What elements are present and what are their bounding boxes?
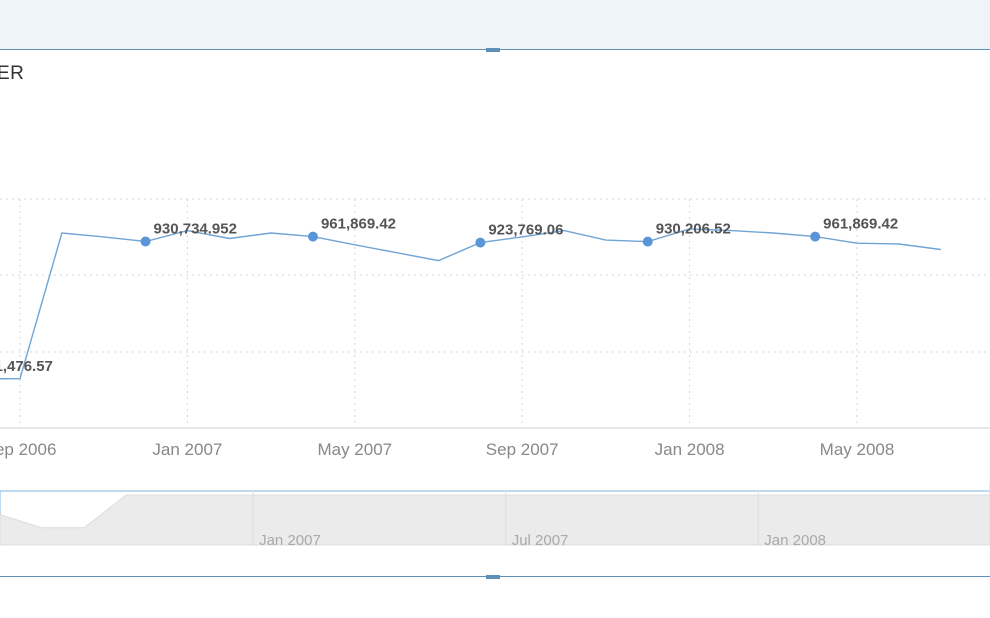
- navigator-area: [0, 481, 990, 546]
- x-tick-label: Sep 2006: [0, 440, 56, 459]
- data-label: 930,206.52: [656, 221, 731, 238]
- grid-lines: [0, 198, 990, 428]
- series-markers: [140, 231, 821, 248]
- data-labels: 61,476.57 930,734.952 961,869.42 923,769.06…: [0, 216, 898, 375]
- navigator-tick-label: Jul 2007: [512, 532, 569, 549]
- data-label: 961,869.42: [321, 216, 396, 233]
- data-point-marker[interactable]: [140, 236, 151, 247]
- top-resize-handle[interactable]: [486, 48, 500, 52]
- navigator-tick-label: Jan 2008: [764, 532, 826, 549]
- x-tick-label: May 2007: [317, 440, 392, 459]
- data-label: 61,476.57: [0, 358, 53, 375]
- x-tick-label: Jan 2007: [152, 440, 222, 459]
- navigator-grid: [252, 491, 759, 545]
- data-label: 923,769.06: [488, 222, 563, 239]
- x-axis-ticks: Sep 2006 Jan 2007 May 2007 Sep 2007 Jan 2008…: [0, 440, 894, 459]
- navigator-tick-label: Jan 2007: [259, 532, 321, 549]
- x-tick-label: Jan 2008: [655, 440, 725, 459]
- data-point-marker[interactable]: [642, 236, 653, 247]
- data-label: 961,869.42: [823, 216, 898, 233]
- data-point-marker[interactable]: [307, 231, 318, 242]
- chart-title: ER: [0, 63, 25, 84]
- x-tick-label: May 2008: [820, 440, 895, 459]
- data-point-marker[interactable]: [810, 231, 821, 242]
- data-point-marker[interactable]: [475, 237, 486, 248]
- x-tick-label: Sep 2007: [486, 440, 559, 459]
- bottom-resize-handle[interactable]: [486, 575, 500, 579]
- series-line: [0, 228, 941, 380]
- data-label: 930,734.952: [154, 221, 237, 238]
